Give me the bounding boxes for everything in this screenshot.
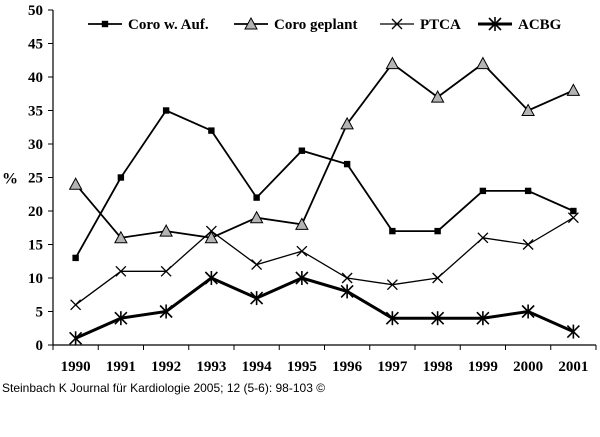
series-line-4: [75, 276, 574, 340]
data-point: [431, 311, 445, 326]
data-point: [340, 284, 354, 299]
legend-label: Coro geplant: [274, 17, 357, 33]
x-tick-label: 1995: [287, 359, 317, 375]
data-point: [389, 227, 396, 235]
data-point: [566, 324, 580, 339]
data-point: [479, 187, 487, 195]
data-point: [68, 177, 83, 190]
x-tick-label: 1991: [106, 359, 136, 375]
x-tick-label: 1990: [61, 359, 91, 375]
data-point: [432, 272, 444, 284]
data-point: [476, 311, 490, 326]
data-point: [430, 90, 445, 103]
data-point: [340, 116, 354, 130]
y-tick-label: 35: [28, 104, 43, 120]
data-point: [159, 304, 173, 319]
y-tick-label: 50: [28, 3, 43, 19]
y-axis-title: %: [2, 171, 18, 188]
x-tick-label: 1993: [196, 359, 226, 375]
data-point: [477, 232, 489, 244]
data-point: [522, 239, 534, 250]
source-credit: Steinbach K Journal für Kardiologie 2005…: [2, 381, 326, 395]
data-point: [204, 230, 219, 244]
y-tick-label: 30: [28, 137, 43, 153]
data-point: [476, 56, 490, 70]
x-tick-label: 2000: [513, 359, 543, 375]
data-point: [521, 304, 535, 319]
data-point: [115, 265, 127, 277]
legend-marker: [488, 17, 502, 31]
data-point: [434, 227, 441, 235]
legend-marker: [244, 16, 258, 30]
x-tick-label: 1997: [377, 359, 408, 375]
data-point: [385, 311, 399, 326]
data-point: [250, 291, 264, 306]
legend: Coro w. Auf. Coro geplant PTCA ACBG: [88, 16, 562, 33]
y-tick-label: 25: [28, 171, 43, 187]
data-point: [343, 160, 351, 168]
data-point: [341, 272, 353, 284]
data-point: [159, 224, 173, 237]
series-markers: [68, 56, 581, 346]
data-point: [160, 265, 172, 277]
x-tick-label: 1996: [332, 359, 363, 375]
y-tick-label: 40: [28, 70, 43, 86]
series-line-2: [74, 62, 574, 239]
data-point: [570, 207, 577, 215]
series-line-3: [75, 217, 574, 306]
data-point: [295, 271, 309, 285]
data-point: [114, 230, 128, 244]
data-point: [295, 217, 309, 230]
legend-label: ACBG: [518, 17, 562, 33]
data-point: [567, 212, 579, 224]
legend-label: PTCA: [420, 17, 461, 33]
data-point: [296, 245, 308, 257]
series-lines: [74, 62, 574, 340]
y-tick-label: 20: [28, 204, 43, 220]
x-tick-label: 1999: [468, 359, 498, 375]
y-tick-label: 45: [28, 37, 43, 53]
y-tick-label: 15: [28, 238, 43, 254]
x-tick-label: 1998: [423, 359, 453, 375]
y-tick-label: 0: [36, 338, 44, 354]
axes: 0 5 10 15 20 25 30 35 40 45 50% 1990 1991 1992 1993 199…: [2, 3, 597, 375]
y-tick-label: 10: [28, 271, 43, 287]
data-point: [69, 331, 83, 346]
series-line-1: [74, 109, 574, 259]
data-point: [251, 259, 263, 271]
data-point: [72, 254, 79, 262]
data-point: [208, 127, 215, 134]
x-tick-label: 2001: [558, 359, 588, 375]
line-chart: 0 5 10 15 20 25 30 35 40 45 50% 1990 1991 1992 1993 199…: [2, 3, 597, 375]
data-point: [524, 187, 532, 195]
legend-marker: [101, 20, 109, 28]
data-point: [70, 299, 82, 311]
data-point: [162, 107, 170, 114]
x-tick-label: 1994: [242, 359, 273, 375]
legend-marker: [391, 18, 403, 30]
x-tick-label: 1992: [151, 359, 181, 375]
data-point: [521, 103, 535, 116]
y-tick-label: 5: [36, 305, 44, 321]
data-point: [253, 194, 260, 201]
data-point: [249, 210, 264, 224]
data-point: [298, 147, 306, 154]
data-point: [385, 56, 400, 70]
data-point: [114, 311, 128, 326]
data-point: [204, 271, 218, 285]
legend-label: Coro w. Auf.: [128, 17, 209, 33]
data-point: [386, 279, 398, 291]
data-point: [566, 83, 581, 96]
data-point: [205, 225, 217, 237]
data-point: [117, 174, 125, 181]
